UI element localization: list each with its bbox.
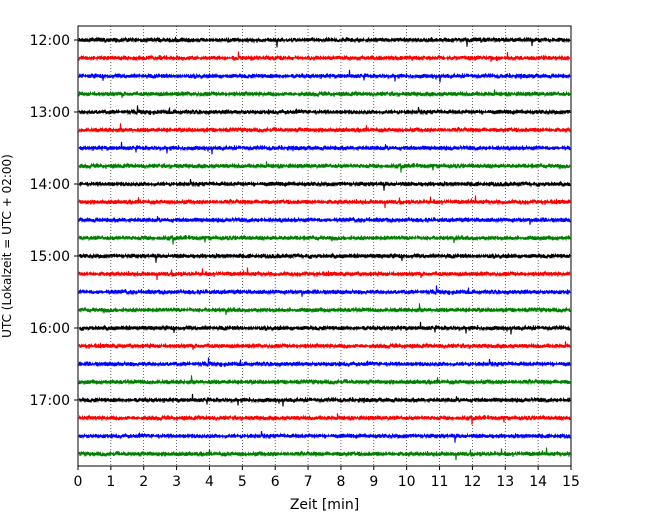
plot-frame [77, 25, 572, 467]
trace-1330 [78, 141, 571, 155]
trace-1515 [78, 267, 571, 281]
x-tick-label: 5 [238, 474, 247, 490]
trace-1245 [78, 89, 571, 98]
trace-1200 [78, 36, 571, 48]
trace-1300 [78, 105, 571, 116]
trace-1600 [78, 321, 571, 335]
trace-1230 [78, 69, 571, 83]
trace-1215 [78, 51, 571, 62]
trace-1545 [78, 303, 571, 316]
x-tick-label: 6 [271, 474, 280, 490]
x-tick-label: 9 [369, 474, 378, 490]
x-tick-label: 8 [336, 474, 345, 490]
y-tick-label: 17:00 [30, 393, 70, 409]
x-tick-label: 2 [139, 474, 148, 490]
trace-1530 [78, 285, 571, 297]
x-axis-ticks: 0 1 2 3 4 5 6 7 8 9 10 11 12 13 14 15 [74, 466, 580, 490]
y-tick-label: 16:00 [30, 321, 70, 337]
trace-1615 [78, 341, 571, 350]
trace-1430 [78, 216, 571, 225]
trace-1400 [78, 178, 571, 191]
trace-1715 [78, 413, 571, 425]
x-tick-label: 10 [398, 474, 416, 490]
seismic-traces [78, 36, 571, 461]
x-tick-label: 12 [463, 474, 481, 490]
x-tick-label: 4 [205, 474, 214, 490]
x-tick-label: 0 [74, 474, 83, 490]
y-axis-ticks: 12:00 13:00 14:00 15:00 16:00 17:00 [30, 33, 78, 409]
y-tick-label: 15:00 [30, 249, 70, 265]
trace-1500 [78, 252, 571, 263]
y-tick-label: 13:00 [30, 105, 70, 121]
trace-1415 [78, 195, 571, 209]
x-axis-label: Zeit [min] [290, 497, 359, 513]
y-tick-label: 12:00 [30, 33, 70, 49]
x-grid-lines [110, 26, 539, 466]
trace-1315 [78, 123, 571, 134]
x-tick-label: 14 [529, 474, 547, 490]
x-tick-label: 11 [431, 474, 449, 490]
y-axis-label: UTC (Lokalzeit = UTC + 02:00) [0, 154, 14, 338]
y-tick-label: 14:00 [30, 177, 70, 193]
x-tick-label: 7 [304, 474, 313, 490]
x-tick-label: 1 [106, 474, 115, 490]
trace-1700 [78, 393, 571, 407]
trace-1645 [78, 375, 571, 386]
trace-1445 [78, 234, 571, 245]
x-tick-label: 13 [496, 474, 514, 490]
x-tick-label: 3 [172, 474, 181, 490]
x-tick-label: 15 [562, 474, 580, 490]
trace-1730 [78, 430, 571, 443]
trace-1630 [78, 357, 571, 368]
trace-1745 [78, 447, 571, 461]
trace-1345 [78, 161, 571, 173]
